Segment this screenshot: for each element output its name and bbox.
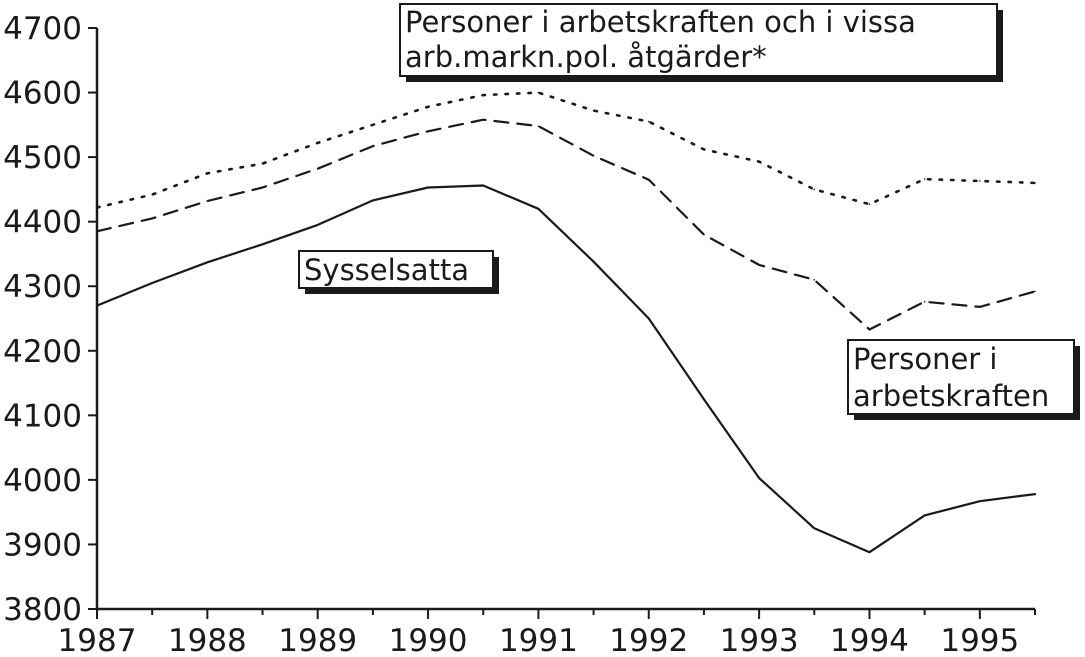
annotation-text: arb.markn.pol. åtgärder* xyxy=(405,40,767,74)
series-2-point xyxy=(482,184,485,187)
series-1-point xyxy=(261,186,264,189)
series-0-point xyxy=(813,188,816,191)
series-2-point xyxy=(979,500,981,502)
series-2-point xyxy=(427,186,429,189)
y-tick-label: 4500 xyxy=(3,140,82,176)
y-tick-label: 4600 xyxy=(3,76,82,112)
y-tick-label: 4100 xyxy=(3,398,82,434)
series-0-point xyxy=(482,94,485,96)
series-0-point xyxy=(316,142,319,144)
series-0-point xyxy=(923,178,926,180)
series-1-point xyxy=(96,230,98,233)
x-tick-label: 1991 xyxy=(499,623,578,657)
annotation-text: Personer i xyxy=(853,342,998,376)
series-1-point xyxy=(372,145,374,147)
series-2-point xyxy=(868,551,871,553)
y-tick-label: 3800 xyxy=(3,592,82,628)
series-0-point xyxy=(979,180,981,182)
series-0-point xyxy=(427,105,429,108)
y-tick-label: 4300 xyxy=(3,269,82,305)
series-2-point xyxy=(1034,493,1036,495)
y-tick-label: 4200 xyxy=(3,334,82,370)
series-0-point xyxy=(151,193,153,196)
series-1-point xyxy=(868,328,871,331)
series-2-point xyxy=(592,260,595,263)
y-tick-label: 3900 xyxy=(3,527,82,563)
x-tick-label: 1992 xyxy=(609,623,688,657)
series-0-point xyxy=(592,109,595,112)
annotation-text: arbetskraften xyxy=(853,379,1049,413)
annotation-frame xyxy=(298,250,494,289)
series-1-point xyxy=(758,264,760,266)
series-1-point xyxy=(316,167,319,170)
series-0-point xyxy=(537,91,540,94)
x-tick-label: 1995 xyxy=(940,623,1019,657)
series-2-point xyxy=(261,243,264,246)
series-1-point xyxy=(647,178,650,181)
annotation-text: Personer i arbetskraften och i vissa xyxy=(405,5,916,39)
series-0-point xyxy=(703,148,705,151)
series-2-point xyxy=(923,514,926,517)
series-1-point xyxy=(537,125,540,127)
series-1-point xyxy=(979,306,981,308)
series-0-point xyxy=(96,206,98,209)
x-tick-label: 1993 xyxy=(720,623,799,657)
series-2-point xyxy=(316,224,319,226)
series-2-point xyxy=(813,527,816,530)
series-2-point xyxy=(758,477,760,479)
series-0-point xyxy=(206,172,209,175)
series-line-dotted xyxy=(95,91,1037,209)
series-1-point xyxy=(482,118,485,121)
x-tick-label: 1987 xyxy=(58,623,137,657)
series-1-point xyxy=(923,300,926,303)
series-0-point xyxy=(372,124,374,126)
series-group xyxy=(95,91,1037,554)
y-tick-label: 4400 xyxy=(3,205,82,241)
annotation-text: Sysselsatta xyxy=(304,253,469,287)
axes: 3800 3900 4000 4100 4200 4300 4400 4500 4600 4700… xyxy=(3,11,1036,657)
series-1-point xyxy=(592,155,595,157)
y-tick-label: 4700 xyxy=(3,11,82,47)
annotation-box: Personer i arbetskraften och i vissaarb.… xyxy=(399,3,1003,82)
annotation-box: Sysselsatta xyxy=(298,250,499,294)
x-tick-label: 1994 xyxy=(830,623,909,657)
annotation-group: Personer i arbetskraften och i vissaarb.… xyxy=(298,3,1080,420)
series-line-dashed xyxy=(95,118,1037,331)
series-0-point xyxy=(868,203,871,206)
series-line-solid xyxy=(95,184,1037,554)
annotation-frame xyxy=(847,339,1075,415)
x-tick-label: 1989 xyxy=(278,623,357,657)
series-1-point xyxy=(427,130,429,133)
series-2-point xyxy=(537,207,540,210)
series-0-point xyxy=(261,162,264,165)
series-1-point xyxy=(813,278,816,281)
series-2-point xyxy=(703,398,705,400)
series-2-point xyxy=(206,261,209,264)
series-1-point xyxy=(151,217,153,220)
series-2-point xyxy=(372,199,374,202)
series-2-point xyxy=(96,304,98,307)
annotation-frame xyxy=(399,3,998,77)
x-tick-label: 1988 xyxy=(168,623,247,657)
series-2-point xyxy=(647,317,650,320)
series-2-point xyxy=(151,282,153,284)
series-1-point xyxy=(703,233,705,236)
series-0-point xyxy=(647,120,650,123)
series-1-point xyxy=(1034,290,1036,293)
series-0-point xyxy=(1034,182,1036,184)
x-tick-label: 1990 xyxy=(389,623,468,657)
series-0-point xyxy=(758,160,760,163)
y-tick-label: 4000 xyxy=(3,463,82,499)
series-1-point xyxy=(206,200,209,202)
